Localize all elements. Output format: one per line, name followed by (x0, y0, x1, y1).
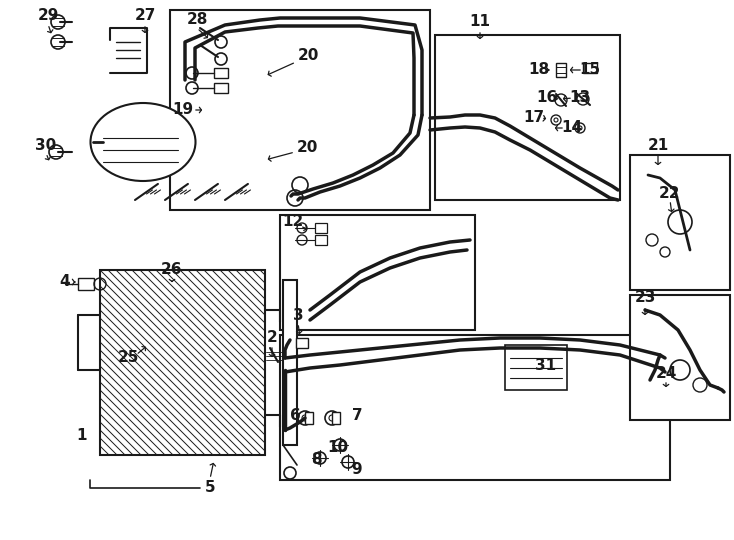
Bar (305, 412, 313, 424)
Bar (214, 68, 228, 78)
Bar (583, 63, 597, 73)
Text: 26: 26 (161, 262, 183, 278)
Text: 22: 22 (659, 186, 680, 200)
Text: 14: 14 (562, 120, 583, 136)
Bar (280, 335, 670, 480)
Bar (435, 35, 620, 200)
Bar (214, 83, 228, 93)
Text: 24: 24 (655, 366, 677, 381)
Bar (283, 280, 297, 445)
Bar (280, 215, 475, 330)
Text: 12: 12 (283, 214, 304, 230)
Text: 5: 5 (205, 480, 215, 495)
Text: 16: 16 (537, 91, 558, 105)
Text: 29: 29 (37, 9, 59, 24)
Text: 3: 3 (293, 308, 303, 323)
Text: 8: 8 (310, 453, 321, 468)
Text: 31: 31 (535, 357, 556, 373)
Text: 20: 20 (297, 139, 318, 154)
Text: 1: 1 (77, 428, 87, 442)
Bar (170, 10, 430, 210)
Text: 10: 10 (327, 440, 349, 455)
Text: 17: 17 (523, 111, 545, 125)
Text: 28: 28 (186, 12, 208, 28)
Text: 23: 23 (634, 291, 655, 306)
Bar (630, 155, 730, 290)
Bar (556, 63, 566, 77)
Bar (315, 235, 327, 245)
Text: 7: 7 (352, 408, 363, 422)
Text: 2: 2 (266, 330, 277, 346)
Text: 30: 30 (35, 138, 57, 152)
Text: 27: 27 (134, 9, 156, 24)
Bar (100, 270, 265, 455)
Text: 20: 20 (297, 49, 319, 64)
Text: 21: 21 (647, 138, 669, 152)
Text: 18: 18 (528, 63, 550, 78)
Text: 25: 25 (117, 350, 139, 366)
Bar (315, 223, 327, 233)
Ellipse shape (90, 103, 195, 181)
Text: 15: 15 (579, 63, 600, 78)
Bar (630, 295, 730, 420)
Text: 11: 11 (470, 15, 490, 30)
Bar (78, 278, 94, 290)
Bar (505, 345, 567, 390)
Text: 19: 19 (172, 103, 194, 118)
Text: 6: 6 (290, 408, 300, 422)
Bar (296, 338, 308, 348)
Text: 13: 13 (570, 91, 591, 105)
Text: 4: 4 (59, 274, 70, 289)
Bar (332, 412, 340, 424)
Text: 9: 9 (352, 462, 363, 477)
